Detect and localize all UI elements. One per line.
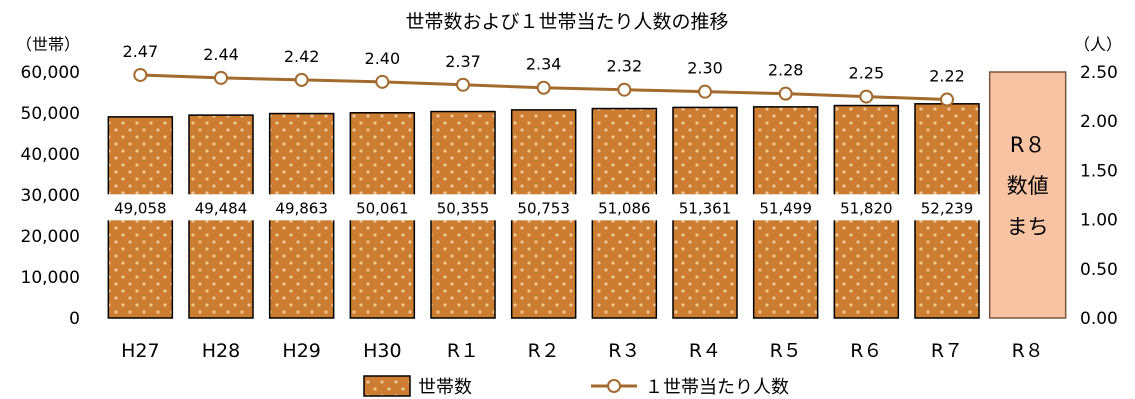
placeholder-text: R８	[1010, 133, 1046, 157]
right-tick-label: 0.00	[1080, 309, 1118, 329]
line-value-label: 2.42	[284, 47, 320, 66]
line-marker	[778, 86, 793, 101]
line-marker	[375, 74, 390, 89]
bar-value-label: 51,820	[840, 199, 893, 217]
left-tick-label: 20,000	[21, 227, 80, 247]
line-value-label: 2.44	[203, 45, 239, 64]
line-marker	[536, 80, 551, 95]
bar-label-box	[507, 194, 580, 221]
x-axis-ticks: H27 H28 H29 H30 R１ R２ R３ R４ R５ R６ R７ R８	[121, 340, 1044, 362]
bar-label-box	[265, 194, 338, 221]
line-marker	[698, 84, 712, 99]
line-value-label: 2.37	[445, 52, 481, 71]
x-tick-label: H30	[363, 340, 401, 362]
x-tick-label: R６	[850, 340, 882, 362]
line-marker	[456, 77, 470, 92]
bar-label-box	[346, 194, 419, 221]
left-tick-label: 40,000	[21, 145, 80, 165]
bar-label-box	[911, 194, 983, 221]
placeholder-text: 数値	[1007, 174, 1049, 198]
right-tick-label: 2.00	[1080, 112, 1118, 132]
x-tick-label: H27	[121, 340, 159, 362]
line-value-label: 2.28	[768, 61, 804, 80]
legend-line-label: １世帯当たり人数	[645, 377, 789, 398]
bar-label-box	[588, 194, 661, 221]
left-tick-label: 50,000	[21, 104, 80, 124]
bar-label-box	[749, 194, 822, 221]
right-tick-label: 2.50	[1080, 63, 1118, 83]
x-tick-label: R１	[447, 340, 479, 362]
line-marker	[133, 67, 148, 82]
x-tick-label: R５	[770, 340, 802, 362]
bar-value-label: 51,086	[598, 199, 651, 217]
bar-label-box	[185, 194, 257, 221]
x-tick-label: R３	[608, 340, 640, 362]
line-value-labels: 2.47 2.44 2.42 2.40 2.37 2.34 2.32 2.30 2.28 2.25…	[123, 42, 965, 86]
line-marker	[940, 92, 954, 107]
x-tick-label: R７	[931, 340, 963, 362]
left-tick-label: 60,000	[21, 63, 80, 83]
bar-value-labels: 49,058 49,484 49,863 50,061 50,355 50,753 51,0…	[104, 194, 983, 221]
left-axis-unit: （世帯）	[16, 35, 80, 54]
line-value-label: 2.34	[526, 55, 562, 74]
bar-label-box	[104, 194, 177, 221]
right-tick-label: 1.00	[1080, 211, 1118, 231]
left-tick-label: 30,000	[21, 186, 80, 206]
placeholder-rect	[988, 71, 1067, 319]
left-tick-label: 0	[69, 309, 80, 329]
left-tick-label: 10,000	[21, 268, 80, 288]
line-value-label: 2.47	[123, 42, 159, 61]
line-value-label: 2.40	[365, 49, 401, 68]
right-axis-ticks: 0.00 0.50 1.00 1.50 2.00 2.50	[1080, 63, 1118, 329]
x-tick-label: H29	[282, 340, 320, 362]
line-value-label: 2.32	[607, 57, 643, 76]
bar-value-label: 52,239	[921, 199, 974, 217]
bar-value-label: 49,863	[275, 199, 328, 217]
line-value-label: 2.30	[687, 59, 723, 78]
line-marker	[859, 89, 874, 104]
legend-bar-label: 世帯数	[418, 377, 472, 398]
right-axis-unit: （人）	[1074, 35, 1122, 54]
x-tick-label: R８	[1012, 340, 1044, 362]
legend-line-marker	[607, 379, 621, 393]
bar-label-box	[427, 194, 499, 221]
line-value-label: 2.25	[849, 64, 885, 83]
line-value-label: 2.22	[929, 67, 965, 86]
bar-value-label: 51,499	[759, 199, 812, 217]
line-series	[133, 67, 954, 107]
bar-value-label: 49,058	[114, 199, 167, 217]
legend-bar-swatch	[363, 375, 411, 397]
x-tick-label: R２	[528, 340, 560, 362]
line-marker	[214, 70, 228, 85]
bar-label-box	[830, 194, 903, 221]
bar-label-box	[669, 194, 741, 221]
bar-value-label: 50,061	[356, 199, 409, 217]
bar-value-label: 51,361	[679, 199, 732, 217]
left-axis-ticks: 0 10,000 20,000 30,000 40,000 50,000 60,000	[21, 63, 80, 329]
bar-value-label: 50,355	[437, 199, 490, 217]
right-tick-label: 0.50	[1080, 260, 1118, 280]
bar-value-label: 49,484	[195, 199, 248, 217]
legend: 世帯数 １世帯当たり人数	[363, 375, 789, 398]
right-tick-label: 1.50	[1080, 161, 1118, 181]
line-marker	[617, 82, 632, 97]
bar-value-label: 50,753	[517, 199, 570, 217]
placeholder-text: まち	[1007, 215, 1049, 239]
x-tick-label: H28	[202, 340, 240, 362]
line-marker	[294, 72, 309, 87]
chart-title: 世帯数および１世帯当たり人数の推移	[405, 11, 728, 33]
x-tick-label: R４	[689, 340, 721, 362]
